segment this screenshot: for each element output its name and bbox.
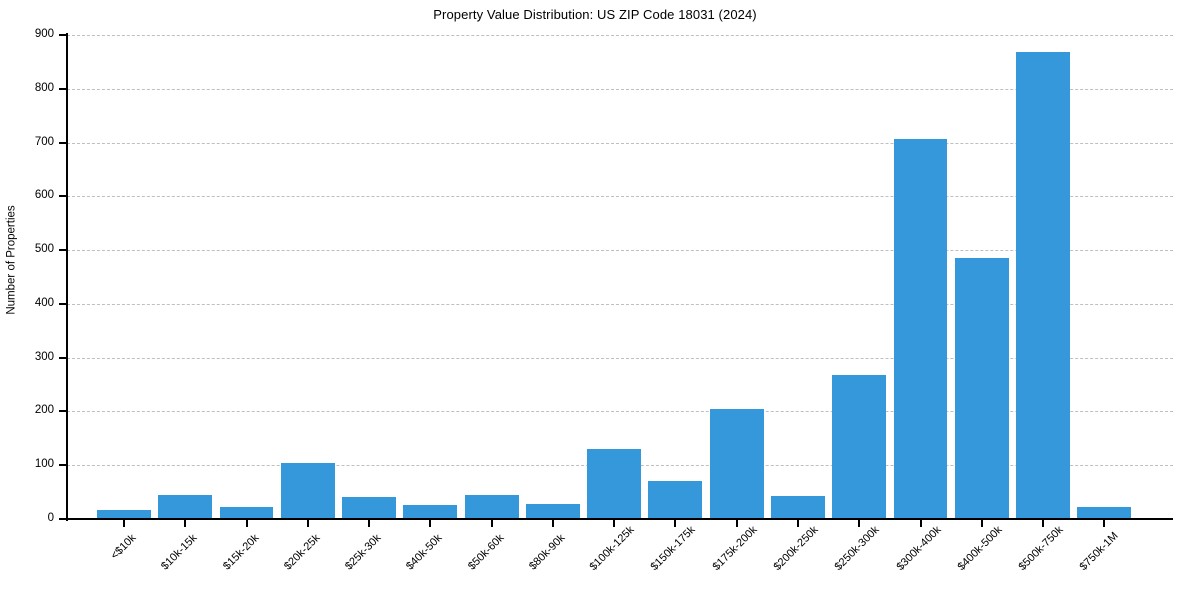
- x-tick-label: $175k-200k: [710, 523, 760, 574]
- x-tick-label: <$10k: [108, 532, 139, 562]
- bar: [464, 494, 519, 519]
- chart-title: Property Value Distribution: US ZIP Code…: [433, 7, 757, 22]
- x-tick-mark: [429, 520, 432, 527]
- x-tick-label: $25k-30k: [343, 532, 384, 573]
- y-tick-label: 500: [34, 243, 54, 256]
- y-tick-label: 300: [34, 350, 54, 363]
- gridline: [67, 196, 1173, 198]
- y-tick-label: 200: [34, 404, 54, 417]
- x-tick-mark: [184, 520, 187, 527]
- x-tick-mark: [490, 520, 493, 527]
- y-tick-label: 800: [34, 81, 54, 94]
- y-tick-label: 700: [34, 135, 54, 148]
- y-axis-label: Number of Properties: [4, 0, 20, 519]
- x-tick-label: $40k-50k: [404, 532, 445, 573]
- x-tick-mark: [122, 520, 125, 527]
- x-tick-mark: [245, 520, 248, 527]
- x-tick-mark: [797, 520, 799, 527]
- x-tick-mark: [919, 520, 922, 527]
- x-tick-label: $80k-90k: [526, 532, 568, 573]
- bar: [893, 138, 948, 519]
- x-tick-label: $200k-250k: [771, 523, 821, 574]
- y-tick-label: 100: [34, 458, 54, 471]
- x-tick-label: $100k-125k: [587, 523, 637, 574]
- x-tick-label: $15k-20k: [220, 532, 262, 573]
- bar: [954, 258, 1009, 519]
- gridline: [67, 357, 1173, 359]
- bar: [219, 507, 274, 519]
- gridline: [67, 303, 1173, 305]
- plot-area: [67, 35, 1173, 519]
- x-tick-label: $20k-25k: [281, 532, 323, 573]
- x-tick-mark: [1042, 520, 1045, 527]
- x-tick-mark: [613, 520, 616, 527]
- gridline: [67, 142, 1173, 144]
- bar: [1077, 507, 1132, 519]
- y-tick-label: 400: [34, 296, 54, 309]
- bar: [771, 495, 825, 519]
- x-tick-mark: [1103, 520, 1106, 527]
- x-tick-label: $300k-400k: [894, 523, 944, 574]
- bar: [832, 374, 887, 519]
- bar: [525, 503, 580, 519]
- gridline: [67, 250, 1173, 252]
- bar: [280, 462, 335, 519]
- bar: [648, 480, 703, 519]
- gridline: [67, 35, 1173, 36]
- x-tick-mark: [735, 520, 738, 527]
- x-tick-label: $500k-750k: [1016, 523, 1066, 574]
- bar: [342, 496, 397, 519]
- bar: [709, 409, 764, 519]
- x-axis-line: [66, 518, 1173, 520]
- x-tick-label: $750k-1M: [1077, 529, 1121, 574]
- y-axis-line: [66, 33, 68, 521]
- x-tick-label: $400k-500k: [955, 523, 1005, 574]
- y-tick-label: 900: [34, 28, 54, 40]
- x-tick-mark: [858, 520, 861, 527]
- x-tick-mark: [551, 520, 554, 527]
- bar: [1016, 52, 1071, 519]
- x-tick-label: $150k-175k: [648, 523, 699, 574]
- bar: [97, 509, 151, 519]
- x-tick-mark: [306, 520, 309, 527]
- x-tick-label: $10k-15k: [159, 532, 200, 573]
- bar: [158, 495, 213, 519]
- y-axis-label-text: Number of Properties: [6, 204, 19, 315]
- gridline: [67, 411, 1173, 413]
- y-tick-label: 0: [47, 512, 54, 524]
- bar: [587, 449, 642, 519]
- x-tick-mark: [674, 520, 677, 527]
- x-tick-mark: [368, 520, 371, 527]
- y-tick-label: 600: [34, 189, 54, 202]
- bar: [403, 505, 458, 519]
- x-tick-label: $250k-300k: [832, 523, 882, 574]
- x-tick-mark: [980, 520, 983, 527]
- x-tick-label: $50k-60k: [465, 532, 507, 573]
- gridline: [67, 88, 1173, 90]
